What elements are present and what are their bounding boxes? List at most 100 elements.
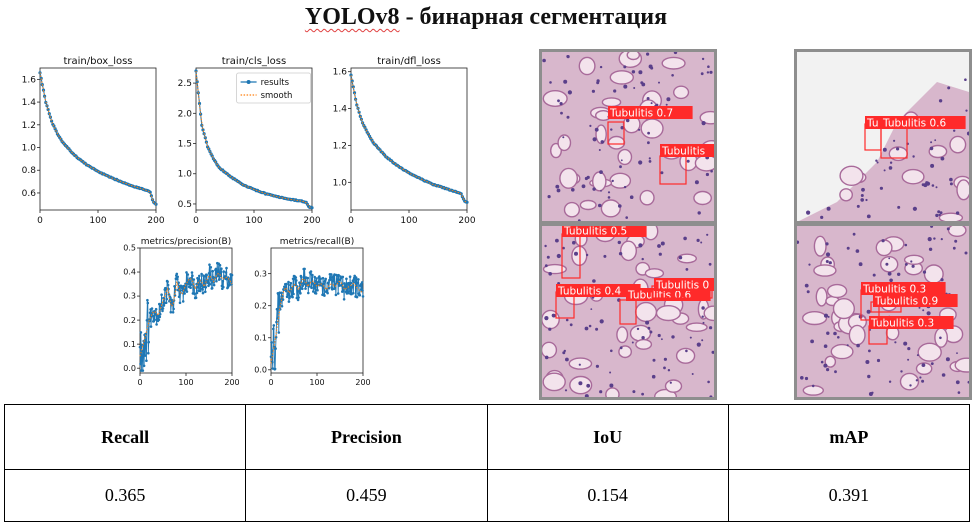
x-tick-label: 100 [178,378,193,387]
nucleus [566,115,570,119]
y-tick-label: 0.0 [123,364,136,373]
value-iou: 0.154 [486,469,729,522]
nucleus [562,351,566,355]
data-point [195,291,199,295]
tubule [830,343,854,360]
nucleus [647,326,651,330]
y-tick-label: 0.1 [123,340,136,349]
y-tick-label: 1.0 [22,144,37,154]
nucleus [564,389,568,392]
nucleus [820,215,824,219]
nucleus [620,159,623,162]
nucleus [700,241,703,244]
nucleus [645,320,650,325]
nucleus [927,237,932,242]
nucleus [860,198,864,202]
nucleus [631,70,636,74]
nucleus [855,249,860,253]
nucleus [860,194,864,197]
nucleus [586,383,591,388]
nucleus [883,169,886,172]
nucleus [910,260,913,263]
data-point [177,295,181,299]
tubule [928,144,948,159]
y-tick-label: 0.5 [123,244,136,253]
data-point [348,290,351,293]
nucleus [574,251,578,256]
nuclei [544,227,714,397]
nucleus [706,233,709,236]
nucleus [804,376,809,381]
data-point [355,278,358,281]
detection-label-bg [562,226,647,237]
data-point [218,277,221,281]
nucleus [566,55,570,59]
data-point [198,274,201,278]
nucleus [894,341,897,344]
series-line-smooth [39,72,157,205]
data-point [182,284,186,288]
tissue-image: Tubulitis 0.7 Tubulitis [542,52,714,221]
nucleus [646,97,650,100]
x-tick-label: 0 [37,216,43,226]
data-point [309,272,312,276]
nucleus [640,81,644,85]
data-point [176,275,179,279]
nucleus [938,99,943,103]
data-point [329,276,332,279]
nucleus [900,370,903,373]
tubule [601,97,622,108]
data-point [275,320,278,324]
nucleus [865,198,868,202]
data-point [190,271,194,274]
data-point [154,307,158,311]
nucleus [709,395,713,397]
data-point [316,288,319,292]
nucleus [620,126,624,130]
data-point [216,274,220,278]
series-line-results [39,72,157,205]
data-point [310,286,313,290]
data-point [160,293,163,296]
data-point [150,307,154,310]
nucleus [946,227,950,231]
nucleus [823,363,828,368]
y-tick-label: 0.3 [123,292,136,301]
data-point [188,279,191,283]
data-point [172,307,175,311]
nucleus [650,102,653,105]
nucleus [607,196,611,199]
tubule [557,134,572,152]
nucleus [696,342,701,347]
data-point [215,271,219,274]
nucleus [912,155,915,158]
detection-label-bg [881,116,966,129]
nucleus [887,271,892,276]
chart-train-cls-loss: train/cls_loss 0 100 200 0.5 1.0 1.5 2.0 2.5 resu… [178,56,321,226]
nucleus [685,349,688,353]
detection-image-bottom-right: Tubulitis 0.3 Tubulitis 0.9 Tubulitis 0.3 [794,223,972,400]
data-point [307,291,310,295]
tubule [626,52,641,61]
nucleus [546,255,550,259]
page-title: YOLOv8 - бинарная сегментация [0,4,972,31]
data-point [324,277,327,281]
nucleus [683,236,687,241]
y-tick-label: 1.2 [22,121,36,131]
data-point [158,315,162,319]
tubule [571,245,588,266]
x-tick-label: 100 [245,216,262,226]
data-point [41,88,46,92]
tubule [826,283,848,299]
data-point [351,85,355,89]
data-point [185,271,188,274]
nucleus [707,380,710,384]
nucleus [595,327,599,331]
data-point [220,267,223,270]
data-point [167,293,171,296]
data-point [288,289,292,293]
data-point [311,273,314,277]
data-point [278,295,281,298]
tubule [616,326,629,344]
data-point [208,263,211,266]
